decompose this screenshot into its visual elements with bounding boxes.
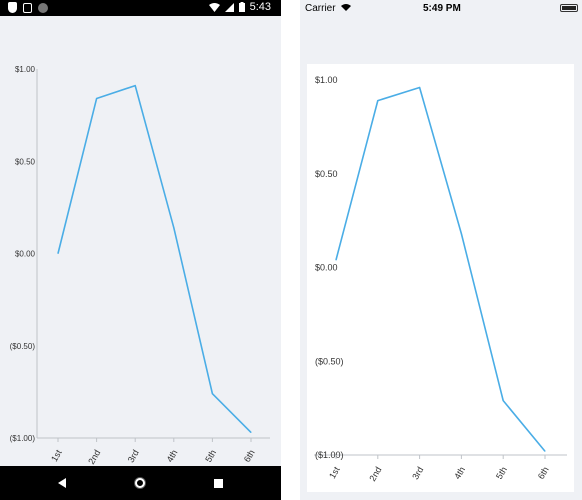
battery-icon — [560, 4, 578, 12]
data-point — [250, 431, 252, 433]
x-tick-label: 2nd — [86, 448, 102, 466]
recent-apps-icon — [213, 478, 223, 488]
data-point — [544, 450, 546, 452]
series-line — [57, 84, 252, 434]
x-tick-label: 3rd — [126, 448, 141, 464]
chart-card — [307, 64, 574, 492]
y-tick-label: $0.50 — [15, 157, 36, 166]
data-point — [211, 393, 213, 395]
home-button[interactable] — [120, 466, 160, 500]
data-point — [134, 85, 136, 87]
android-time: 5:43 — [249, 1, 271, 13]
y-tick-label: ($0.50) — [10, 342, 36, 351]
x-tick-label: 3rd — [410, 465, 425, 481]
x-tick-label: 6th — [536, 465, 551, 481]
x-tick-label: 4th — [165, 448, 180, 464]
android-status-bar: 5:43 — [0, 0, 281, 16]
recent-apps-button[interactable] — [198, 466, 238, 500]
x-tick-label: 5th — [494, 465, 509, 481]
ios-status-bar: Carrier 5:49 PM — [300, 0, 582, 18]
battery-icon — [238, 2, 245, 12]
x-tick-label: 4th — [452, 465, 467, 481]
android-line-chart: ($1.00) ($0.50) $0.00 $0.50 $1.00 1st 2nd 3rd 4t… — [10, 65, 270, 466]
series-line — [335, 86, 546, 452]
wifi-icon — [208, 2, 220, 12]
y-tick-label: $1.00 — [315, 75, 338, 85]
x-tick-label: 1st — [49, 448, 64, 464]
data-point — [502, 400, 504, 402]
data-point — [419, 87, 421, 88]
signal-icon — [224, 2, 234, 12]
data-point — [57, 253, 59, 254]
y-tick-label: $1.00 — [15, 65, 36, 74]
android-screen: 5:43 ($1.00) ($0.50) $0.00 $0.50 $1.00 1st 2nd… — [0, 0, 281, 500]
data-point — [96, 98, 98, 100]
carrier-label: Carrier — [305, 3, 336, 14]
ios-time: 5:49 PM — [423, 3, 461, 14]
y-tick-label: $0.00 — [15, 250, 36, 259]
y-tick-label: ($1.00) — [315, 450, 344, 460]
shield-icon — [8, 2, 17, 13]
ios-line-chart: ($1.00) ($0.50) $0.00 $0.50 $1.00 1st 2nd 3rd 4t… — [314, 75, 567, 483]
x-tick-label: 2nd — [367, 465, 383, 483]
data-point — [460, 233, 462, 235]
y-tick-label: ($0.50) — [315, 356, 344, 366]
circle-icon — [38, 2, 48, 13]
data-point — [377, 100, 379, 102]
back-icon — [58, 478, 66, 488]
home-icon — [135, 478, 145, 488]
x-tick-label: 5th — [203, 448, 218, 464]
android-nav-bar — [0, 466, 281, 500]
sd-card-icon — [23, 2, 32, 13]
y-tick-label: $0.50 — [315, 169, 338, 179]
data-point — [335, 259, 337, 261]
y-tick-label: ($1.00) — [10, 434, 36, 443]
y-tick-label: $0.00 — [315, 263, 338, 273]
x-tick-label: 1st — [327, 465, 342, 481]
back-button[interactable] — [42, 466, 82, 500]
wifi-icon — [341, 4, 352, 11]
ios-screen: Carrier 5:49 PM ($1.00) ($0.50) $0.00 $0.50… — [300, 0, 582, 500]
x-tick-label: 6th — [242, 448, 257, 464]
data-point — [173, 227, 175, 229]
